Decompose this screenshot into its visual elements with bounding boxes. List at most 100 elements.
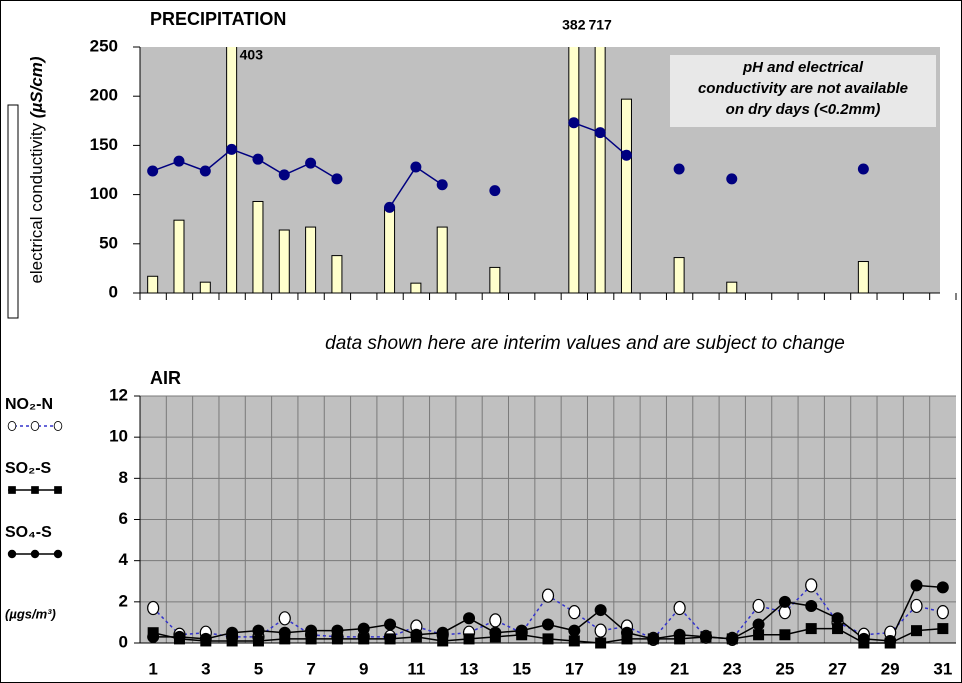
bar: [331, 255, 343, 294]
point: [305, 624, 318, 637]
point: [778, 595, 791, 608]
point: [805, 623, 817, 635]
y-axis-label: electrical conductivity (µS/cm): [27, 56, 46, 283]
point: [779, 629, 791, 641]
legend-label: SO₄-S: [5, 524, 52, 541]
y-axis-label-text: electrical conductivity: [27, 122, 46, 283]
x-tick-label: 3: [201, 659, 210, 678]
point: [489, 613, 502, 628]
point: [542, 633, 554, 645]
legend-marker: [8, 486, 16, 494]
bar: [410, 282, 422, 294]
bar: [620, 98, 632, 294]
point: [252, 635, 264, 647]
point: [331, 624, 344, 637]
point: [173, 155, 185, 167]
x-tick-label: 31: [933, 659, 952, 678]
point: [199, 632, 212, 645]
y-axis-unit: (µS/cm): [27, 56, 46, 118]
point: [226, 143, 238, 155]
point: [910, 579, 923, 592]
point: [753, 629, 765, 641]
point: [463, 633, 475, 645]
point: [647, 632, 660, 645]
legend-label: SO₂-S: [5, 460, 52, 477]
y-tick-label: 50: [99, 233, 118, 252]
x-tick-label: 23: [723, 659, 742, 678]
point: [752, 598, 765, 614]
point: [410, 628, 423, 641]
point: [832, 623, 844, 635]
x-tick-label: 21: [670, 659, 689, 678]
point: [673, 628, 686, 641]
point: [437, 635, 449, 647]
point: [147, 600, 160, 616]
x-tick-label: 9: [359, 659, 368, 678]
x-tick-label: 17: [565, 659, 584, 678]
point: [594, 623, 607, 638]
point: [911, 625, 923, 637]
point: [594, 604, 607, 617]
x-tick-label: 27: [828, 659, 847, 678]
y-tick-label: 12: [109, 385, 128, 404]
y-tick-label: 6: [119, 509, 128, 528]
y-tick-label: 200: [90, 86, 118, 105]
point: [226, 635, 238, 647]
point: [752, 618, 765, 631]
point: [410, 161, 422, 173]
legend-marker: [7, 421, 17, 431]
note: data shown here are interim values and a…: [325, 333, 845, 354]
point: [147, 630, 160, 643]
point: [279, 633, 291, 645]
point: [805, 578, 818, 593]
point: [621, 633, 633, 645]
bar: [384, 206, 396, 294]
point: [568, 624, 581, 637]
bar: [252, 200, 264, 294]
point: [726, 632, 739, 645]
bar: [568, 47, 580, 294]
point: [463, 612, 476, 625]
bar: [857, 261, 869, 294]
legend-marker: [53, 549, 63, 559]
bar: [147, 275, 159, 294]
point: [278, 626, 291, 639]
point: [699, 630, 712, 643]
bar: [436, 226, 448, 294]
point: [252, 153, 264, 165]
point: [884, 634, 897, 647]
x-tick-label: 19: [618, 659, 637, 678]
y-tick-label: 8: [119, 468, 128, 487]
x-tick-label: 11: [407, 659, 425, 678]
y-tick-label: 0: [109, 282, 118, 301]
point: [384, 633, 396, 645]
plot-clip: [147, 47, 869, 294]
point: [620, 626, 633, 639]
chart-title: AIR: [150, 368, 181, 388]
legend-marker: [7, 549, 17, 559]
y-tick-label: 0: [119, 632, 128, 651]
point: [595, 637, 607, 649]
point: [910, 598, 923, 614]
bar: [594, 47, 606, 294]
point: [857, 163, 869, 175]
point: [620, 149, 632, 161]
point: [331, 173, 343, 185]
point: [384, 618, 397, 631]
point: [489, 185, 501, 197]
data-label: 403: [240, 47, 264, 63]
x-tick-label: 7: [306, 659, 315, 678]
bar: [173, 219, 185, 294]
y-tick-label: 2: [119, 591, 128, 610]
bar: [199, 281, 211, 294]
bar: [726, 281, 738, 294]
point: [857, 632, 870, 645]
point: [436, 626, 449, 639]
data-label: 717: [588, 17, 612, 33]
units-label: (µgs/m³): [5, 606, 56, 621]
point: [226, 626, 239, 639]
point: [726, 173, 738, 185]
point: [357, 622, 370, 635]
point: [568, 635, 580, 647]
